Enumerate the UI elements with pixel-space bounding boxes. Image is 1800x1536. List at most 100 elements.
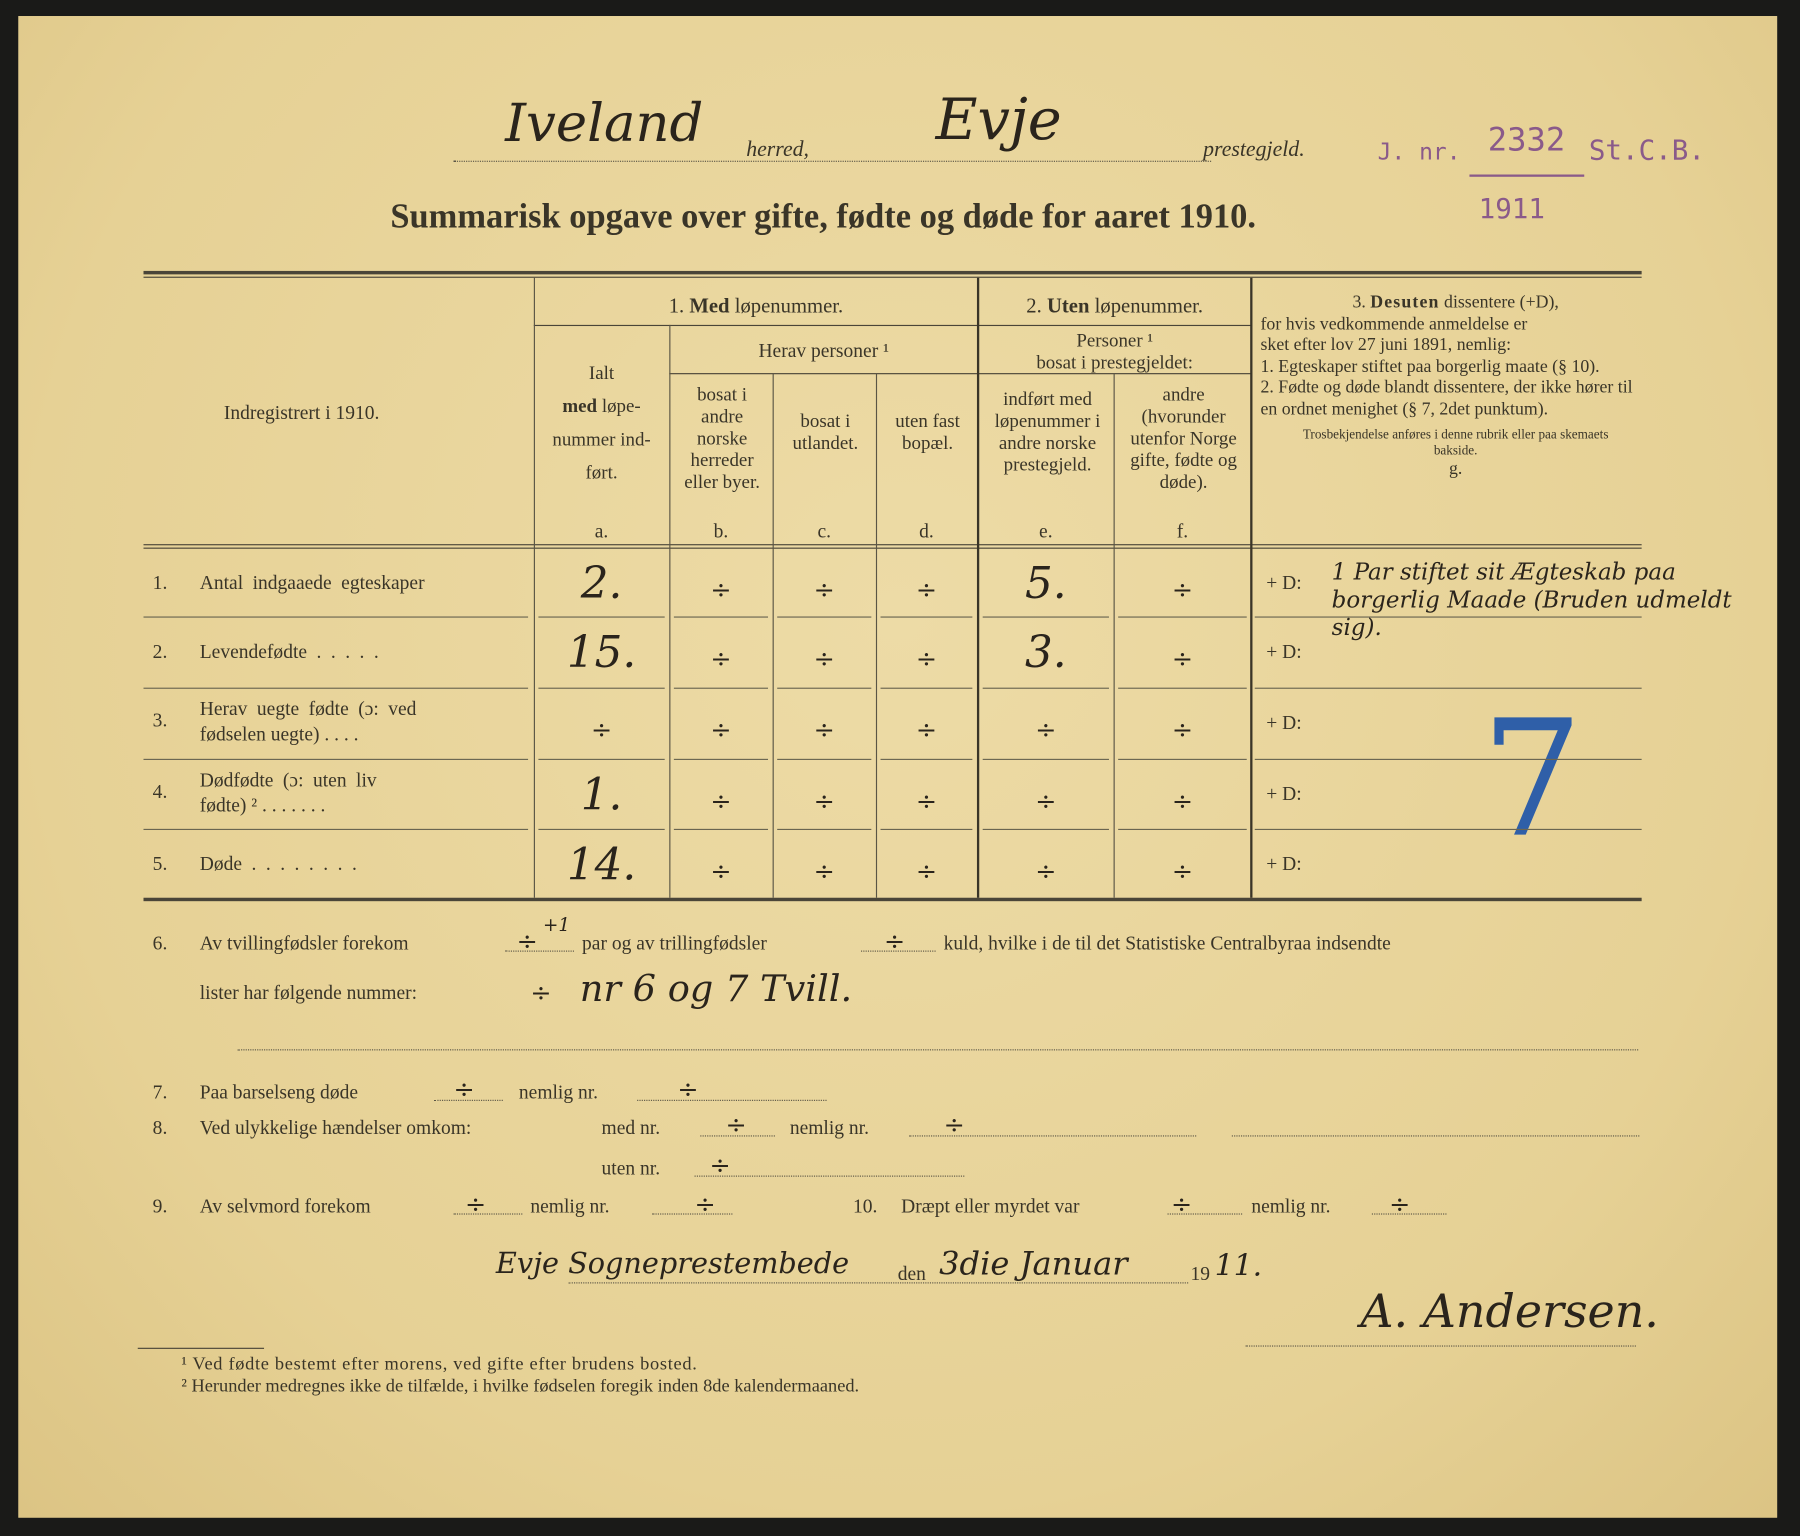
col-c-letter: c. [817, 520, 832, 542]
cell-f: ÷ [1171, 716, 1194, 746]
herav-header: Herav personer ¹ [758, 339, 889, 362]
col-g-header: 3. Desuten dissentere (+D), for hvis ved… [1261, 293, 1651, 481]
cell-f: ÷ [1171, 787, 1194, 817]
cell-rule [673, 616, 769, 618]
line6-v1-extra: +1 [543, 913, 571, 936]
col-a-l2: med [562, 394, 598, 417]
cell-rule [538, 828, 665, 831]
col-b-header: bosat i andre norske herreder eller byer… [684, 383, 760, 493]
group1-num: 1. [668, 293, 685, 317]
group1-bold: Med [689, 293, 730, 317]
g-num: 3. [1352, 292, 1366, 313]
cell-d: ÷ [915, 787, 938, 817]
col-divider [533, 277, 535, 898]
footnote-rule [137, 1347, 265, 1349]
col-e-letter: e. [1039, 520, 1053, 542]
row-number: 4. [152, 780, 168, 803]
line10-v2: ÷ [1389, 1190, 1411, 1220]
personer-header: Personer ¹ bosat i prestegjeldet: [978, 329, 1251, 373]
prestegjeld-label: prestegjeld. [1203, 137, 1305, 162]
cell-d: ÷ [915, 576, 938, 605]
table-top-rule [143, 270, 1642, 275]
cell-f: ÷ [1171, 645, 1194, 674]
line9-v2: ÷ [694, 1190, 716, 1220]
row-number: 1. [152, 571, 168, 594]
cell-e: ÷ [1035, 716, 1057, 746]
col-b-letter: b. [713, 520, 729, 542]
header-bottom-rule [143, 544, 1642, 546]
line8-num: 8. [152, 1117, 168, 1139]
cell-e: ÷ [1035, 787, 1057, 817]
fill-line [637, 1099, 827, 1101]
fill-line [1167, 1213, 1243, 1215]
line6-v3: ÷ [530, 979, 552, 1008]
stamp-number: 2332 [1487, 120, 1566, 159]
cell-rule [673, 758, 769, 760]
page-title: Summarisk opgave over gifte, fødte og dø… [390, 197, 1257, 236]
line8-v1: ÷ [725, 1111, 747, 1140]
cell-rule [982, 616, 1109, 618]
group1-rest: løpenummer. [734, 293, 844, 317]
table-bottom-rule [143, 897, 1642, 902]
line6-num: 6. [152, 932, 168, 954]
signature-den: den [897, 1262, 926, 1285]
line10-v1: ÷ [1170, 1190, 1193, 1220]
fill-line [568, 1282, 1189, 1284]
g-letter: g. [1448, 459, 1463, 479]
cell-rule [777, 687, 872, 689]
cell-b: ÷ [710, 645, 732, 674]
row-rule [143, 758, 529, 760]
line10-text-a: Dræpt eller myrdet var [901, 1195, 1080, 1217]
cell-rule [777, 828, 872, 831]
col-f-header: andre (hvorunder utenfor Norge gifte, fø… [1130, 383, 1237, 493]
col-a-l4: nummer ind- [552, 428, 651, 451]
cell-rule [982, 687, 1109, 689]
herred-value: Iveland [505, 91, 704, 154]
line7-num: 7. [152, 1081, 168, 1104]
cell-a: 1. [580, 769, 623, 820]
dissenter-prefix: + D: [1266, 640, 1302, 663]
col-a-l1: Ialt [588, 361, 615, 384]
row-label: Levendefødte . . . . . [199, 640, 379, 663]
col-a-l3: løpe- [601, 394, 641, 417]
col-d-header: uten fast bopæl. [895, 409, 960, 454]
blue-pencil-mark: 7 [1480, 686, 1584, 874]
row-label-2: fødselen uegte) . . . . [199, 723, 359, 746]
row-header: Indregistrert i 1910. [223, 401, 380, 424]
signer-line [1245, 1345, 1636, 1347]
cell-rule [880, 687, 973, 689]
cell-c: ÷ [813, 716, 835, 746]
line7-text-b: nemlig nr. [518, 1081, 599, 1104]
cell-rule [880, 758, 973, 760]
dissenter-prefix: + D: [1266, 852, 1302, 875]
cell-e: 3. [1025, 626, 1067, 678]
line6-text-b: par og av trillingfødsler [582, 932, 767, 954]
dissenter-prefix: + D: [1266, 782, 1302, 805]
personer-label: Personer ¹ [1076, 329, 1154, 352]
cell-rule [673, 687, 769, 689]
line10-text-b: nemlig nr. [1251, 1195, 1331, 1217]
cell-rule [982, 758, 1109, 760]
cell-e: ÷ [1035, 857, 1057, 887]
row-rule [143, 616, 529, 618]
cell-b: ÷ [710, 787, 732, 817]
line7-v1: ÷ [453, 1075, 475, 1105]
cell-rule [982, 828, 1109, 831]
g-item2: 2. Fødte og døde blandt dissentere, der … [1260, 377, 1633, 419]
row-rule [143, 828, 529, 831]
header-fill-line [453, 160, 1212, 162]
g-bold: Desuten [1370, 292, 1440, 313]
col-divider [1113, 373, 1115, 898]
cell-rule [1118, 828, 1247, 831]
signature-date: 3die Januar [939, 1244, 1128, 1283]
bosat-prestegjeld-label: bosat i prestegjeldet: [1036, 351, 1194, 374]
fill-line [237, 1049, 1639, 1051]
line6-v4: nr 6 og 7 Tvill. [579, 966, 853, 1011]
cell-a: 2. [580, 557, 623, 609]
signature-year-suffix: 11. [1214, 1249, 1263, 1284]
subgroup-rule [669, 373, 1252, 375]
cell-rule [777, 758, 872, 760]
row-label: Dødfødte (ɔ: uten liv [199, 769, 377, 791]
line8-v3: ÷ [709, 1151, 731, 1181]
